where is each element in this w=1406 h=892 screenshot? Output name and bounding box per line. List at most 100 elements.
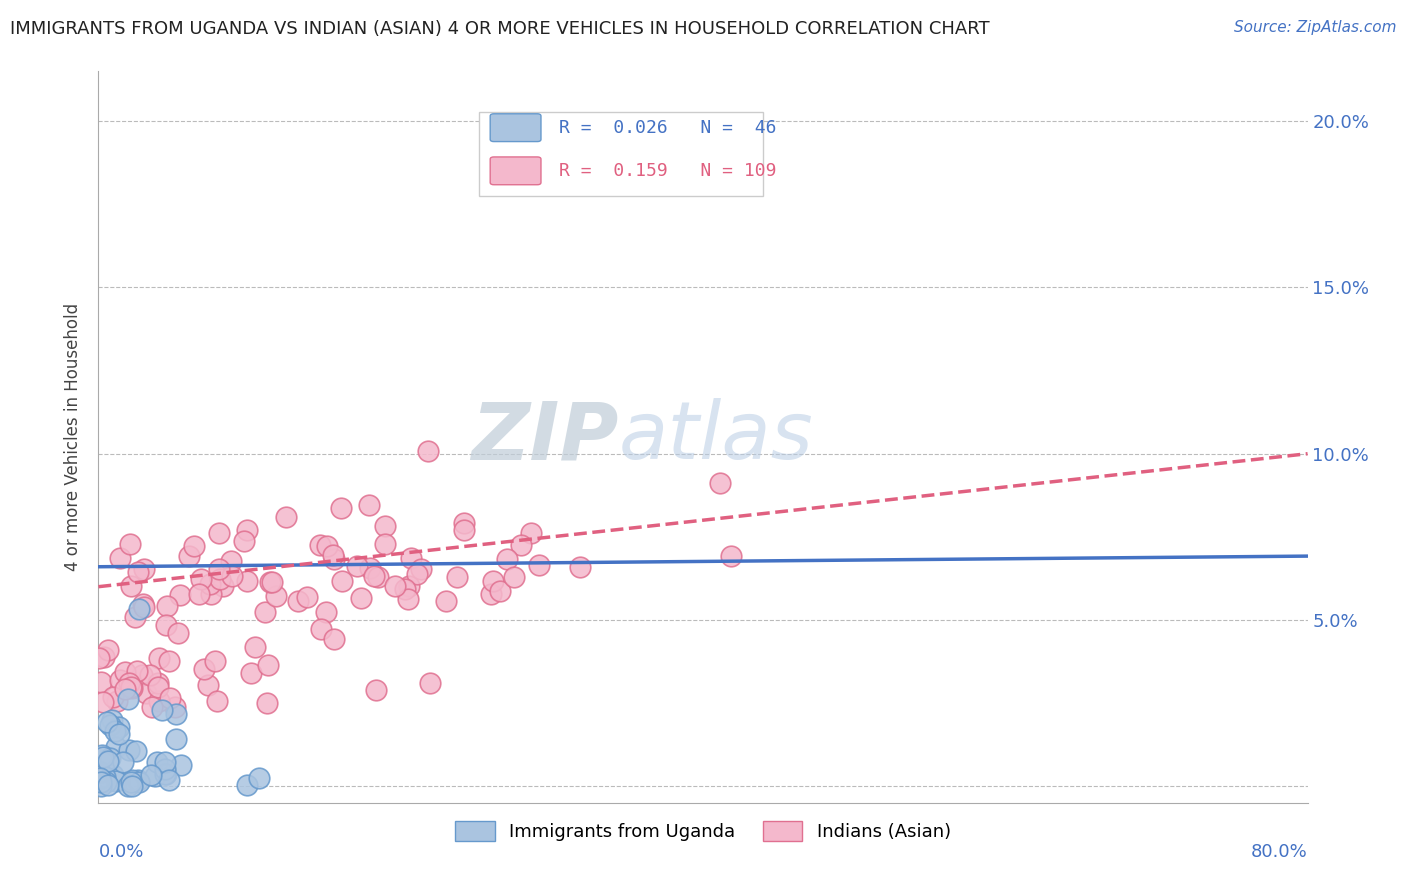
Point bbox=[453, 516, 475, 530]
Point bbox=[105, 694, 128, 708]
Point bbox=[208, 525, 231, 540]
Point bbox=[94, 775, 117, 789]
Point bbox=[315, 539, 337, 553]
Point bbox=[91, 747, 114, 762]
Y-axis label: 4 or more Vehicles in Household: 4 or more Vehicles in Household bbox=[65, 303, 83, 571]
Point bbox=[120, 680, 142, 694]
Point bbox=[148, 694, 170, 708]
Point bbox=[118, 536, 141, 550]
Point bbox=[709, 476, 731, 491]
Point bbox=[93, 650, 115, 665]
Point bbox=[311, 622, 333, 636]
Point bbox=[148, 651, 170, 665]
Point bbox=[245, 640, 267, 654]
Point bbox=[247, 771, 270, 785]
Point bbox=[193, 662, 215, 676]
Text: 0.0%: 0.0% bbox=[98, 843, 143, 861]
Point bbox=[117, 779, 139, 793]
Point bbox=[259, 575, 281, 590]
Point bbox=[200, 587, 222, 601]
Point bbox=[128, 602, 150, 616]
Point bbox=[295, 590, 318, 604]
Point bbox=[108, 673, 131, 688]
Point bbox=[163, 700, 186, 714]
Bar bbox=[479, 112, 763, 195]
Point bbox=[221, 569, 243, 583]
Point bbox=[183, 539, 205, 553]
Point bbox=[323, 632, 346, 646]
Point bbox=[170, 758, 193, 772]
Point bbox=[117, 692, 139, 706]
Point bbox=[367, 570, 389, 584]
Point bbox=[254, 605, 277, 619]
Point bbox=[90, 675, 112, 690]
Point bbox=[114, 681, 136, 696]
Point bbox=[502, 570, 524, 584]
Point bbox=[107, 720, 129, 734]
Text: 80.0%: 80.0% bbox=[1251, 843, 1308, 861]
Point bbox=[374, 518, 396, 533]
Point bbox=[156, 599, 179, 613]
Point bbox=[159, 691, 181, 706]
Point bbox=[134, 600, 156, 615]
Point bbox=[374, 537, 396, 551]
Point bbox=[481, 574, 503, 588]
Point bbox=[93, 771, 115, 785]
Point bbox=[153, 767, 176, 781]
Point bbox=[208, 572, 231, 586]
Point bbox=[155, 766, 177, 780]
Point bbox=[406, 567, 429, 582]
Point bbox=[146, 680, 169, 694]
Point bbox=[121, 681, 143, 695]
Point bbox=[132, 561, 155, 575]
Point bbox=[169, 588, 191, 602]
Point bbox=[235, 574, 257, 588]
Point bbox=[322, 551, 344, 566]
Point bbox=[274, 509, 297, 524]
Point bbox=[266, 589, 288, 603]
Point bbox=[155, 762, 177, 776]
Point bbox=[190, 572, 212, 586]
Point bbox=[488, 584, 510, 599]
Point bbox=[212, 579, 235, 593]
Point bbox=[104, 723, 127, 738]
Point bbox=[97, 642, 120, 657]
Point bbox=[419, 676, 441, 690]
Point bbox=[165, 707, 187, 722]
Point bbox=[128, 775, 150, 789]
Point bbox=[359, 561, 381, 575]
Point bbox=[384, 579, 406, 593]
Point bbox=[101, 713, 124, 727]
Point bbox=[187, 587, 209, 601]
Point bbox=[96, 715, 118, 730]
Point bbox=[398, 579, 420, 593]
Point bbox=[256, 696, 278, 710]
Point bbox=[98, 750, 121, 764]
Point bbox=[197, 678, 219, 692]
Point bbox=[118, 743, 141, 757]
Point bbox=[91, 749, 114, 764]
Point bbox=[89, 651, 111, 665]
Point bbox=[114, 665, 136, 679]
Point bbox=[121, 772, 143, 787]
Point bbox=[401, 551, 423, 566]
Point bbox=[394, 582, 416, 596]
Point bbox=[260, 575, 283, 590]
Point bbox=[127, 664, 149, 678]
Point bbox=[322, 548, 344, 562]
Point bbox=[233, 534, 256, 549]
Point bbox=[100, 718, 122, 732]
Point bbox=[108, 550, 131, 565]
Point bbox=[105, 739, 128, 754]
Point bbox=[205, 693, 228, 707]
Point bbox=[150, 703, 173, 717]
Point bbox=[121, 779, 143, 793]
Point bbox=[131, 668, 153, 682]
Point bbox=[89, 772, 111, 786]
Text: Source: ZipAtlas.com: Source: ZipAtlas.com bbox=[1233, 20, 1396, 35]
Point bbox=[97, 755, 120, 769]
Point bbox=[135, 686, 157, 700]
FancyBboxPatch shape bbox=[491, 157, 541, 185]
Point bbox=[90, 775, 112, 789]
Point bbox=[97, 778, 120, 792]
